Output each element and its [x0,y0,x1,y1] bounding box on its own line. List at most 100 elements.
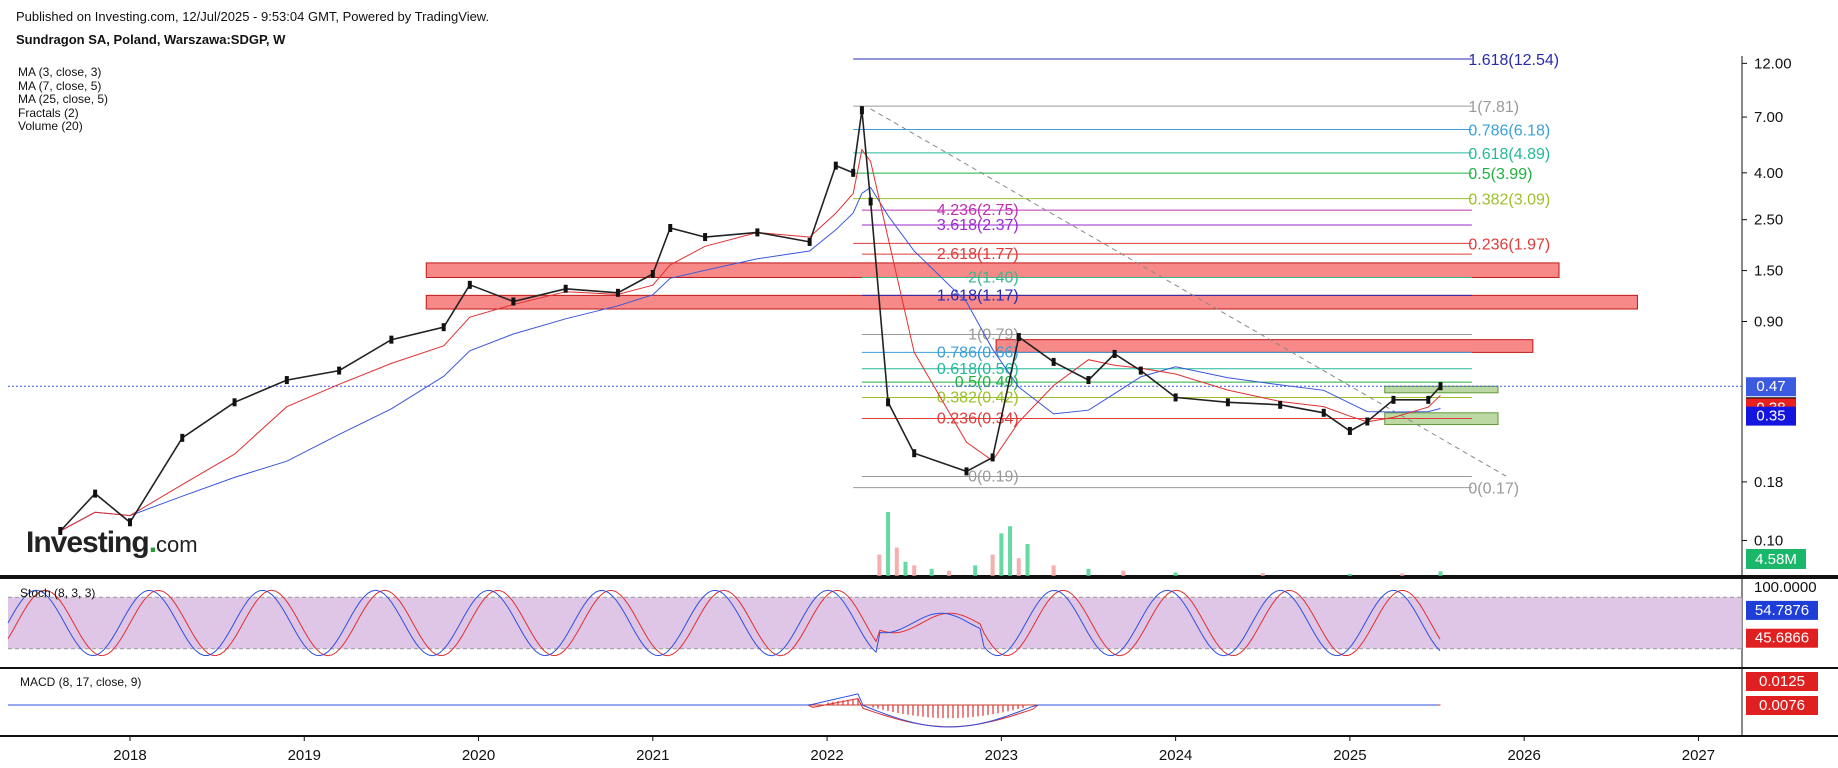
stoch-value-badge [1746,600,1818,620]
macd-value-badge [1746,696,1818,715]
ma7-line [60,148,1441,532]
fib-level-label: 0.5(3.99) [1468,166,1532,183]
price-candle [615,288,620,297]
price-candle [868,197,873,206]
stoch-band [8,597,1742,649]
fib-level-label: 0.618(4.89) [1468,146,1550,163]
y-tick-label: 12.00 [1754,55,1792,72]
macd-signal-line [8,698,1438,728]
macd-panel-title: MACD (8, 17, close, 9) [20,675,142,689]
fib-extension-label: 0.382(0.42) [937,389,1019,406]
price-candle [833,161,838,170]
volume-bar [894,547,899,576]
logo-dot: . [148,526,157,559]
price-candle [1225,398,1230,407]
stoch-value-text: 45.6866 [1755,630,1809,647]
price-candle [441,323,446,332]
fib-level-label: 0.382(3.09) [1468,192,1550,209]
price-candle [668,223,673,232]
price-candle [964,467,969,476]
x-tick-label: 2018 [113,747,146,764]
stoch-k-line [7,589,1441,657]
price-candle [563,284,568,293]
volume-label-text: 4.58M [1755,551,1797,568]
price-candle [1426,395,1431,404]
price-candle [650,269,655,278]
stoch-value-badge [1746,628,1818,648]
volume-bar [973,565,978,576]
volume-bar [1347,573,1352,576]
volume-bar [886,512,891,576]
fib-extension-label: 0.5(0.49) [955,374,1019,391]
volume-bar [1016,558,1021,576]
price-candle [1278,400,1283,409]
volume-bar [1008,526,1013,576]
legend-ma3[interactable]: MA (3, close, 3) [18,65,102,79]
y-tick-label: 7.00 [1754,109,1783,126]
x-tick-label: 2026 [1507,747,1540,764]
logo-text: Investing [26,526,150,559]
price-candle [755,228,760,237]
resistance-zone [995,339,1534,353]
price-candle [1321,408,1326,417]
fib-extension-label: 1.618(1.17) [937,287,1019,304]
legend-ma25[interactable]: MA (25, close, 5) [18,92,109,106]
price-candle [180,433,185,442]
price-label-badge [1746,377,1796,397]
volume-bar [929,568,934,576]
fib-level-label: 1.618(12.54) [1468,52,1559,69]
price-candle [467,280,472,289]
fib-extension-label: 1(0.79) [968,326,1019,343]
price-candle [1173,393,1178,402]
resistance-zone [425,294,1638,310]
y-tick-label: 2.50 [1754,212,1783,229]
price-candle [859,106,864,115]
price-candle [703,233,708,242]
legend-fractals[interactable]: Fractals (2) [18,105,79,120]
volume-bar [903,561,908,576]
volume-bar [1438,571,1443,576]
fib-level-label: 0(0.17) [1468,481,1519,498]
fib-extension-label: 0.786(0.66) [937,344,1019,361]
stoch-value-text: 54.7876 [1755,602,1809,619]
volume-bar [1121,570,1126,576]
price-candle [58,526,63,535]
volume-bar [1025,544,1030,576]
volume-bar [877,554,882,576]
fib-extension-label: 4.236(2.75) [937,202,1019,219]
stoch-y-tick: 100.0000 [1754,579,1817,596]
stoch-panel-title: Stoch (8, 3, 3) [20,586,96,600]
volume-bar [1086,568,1091,576]
price-candle [1016,333,1021,342]
price-candle [1086,376,1091,385]
fib-level-label: 0.236(1.97) [1468,236,1550,253]
price-candle [807,237,812,246]
price-candle [232,398,237,407]
price-candle [389,335,394,344]
price-candle [127,518,132,527]
x-tick-label: 2024 [1159,747,1192,764]
price-label-text: 0.47 [1756,378,1785,395]
x-tick-label: 2027 [1682,747,1715,764]
volume-bar [999,533,1004,576]
price-candle [1365,417,1370,426]
x-tick-label: 2025 [1333,747,1366,764]
price-candle [1438,382,1443,391]
fib-extension-label: 0(0.19) [968,468,1019,485]
x-tick-label: 2021 [636,747,669,764]
y-tick-label: 4.00 [1754,165,1783,182]
x-tick-label: 2022 [810,747,843,764]
instrument-title: Sundragon SA, Poland, Warszawa:SDGP, W [16,32,286,47]
legend-volume[interactable]: Volume (20) [18,119,83,133]
legend-ma7[interactable]: MA (7, close, 5) [18,78,102,93]
y-tick-label: 0.10 [1754,532,1783,549]
price-candle [851,168,856,177]
price-candle [990,453,995,462]
price-candle [1112,349,1117,358]
x-tick-label: 2020 [462,747,495,764]
volume-bar [990,554,995,576]
indicator-legend: MA (3, close, 3) MA (7, close, 5) MA (25… [18,65,109,134]
price-candle [1051,357,1056,366]
price-candle [1347,426,1352,435]
